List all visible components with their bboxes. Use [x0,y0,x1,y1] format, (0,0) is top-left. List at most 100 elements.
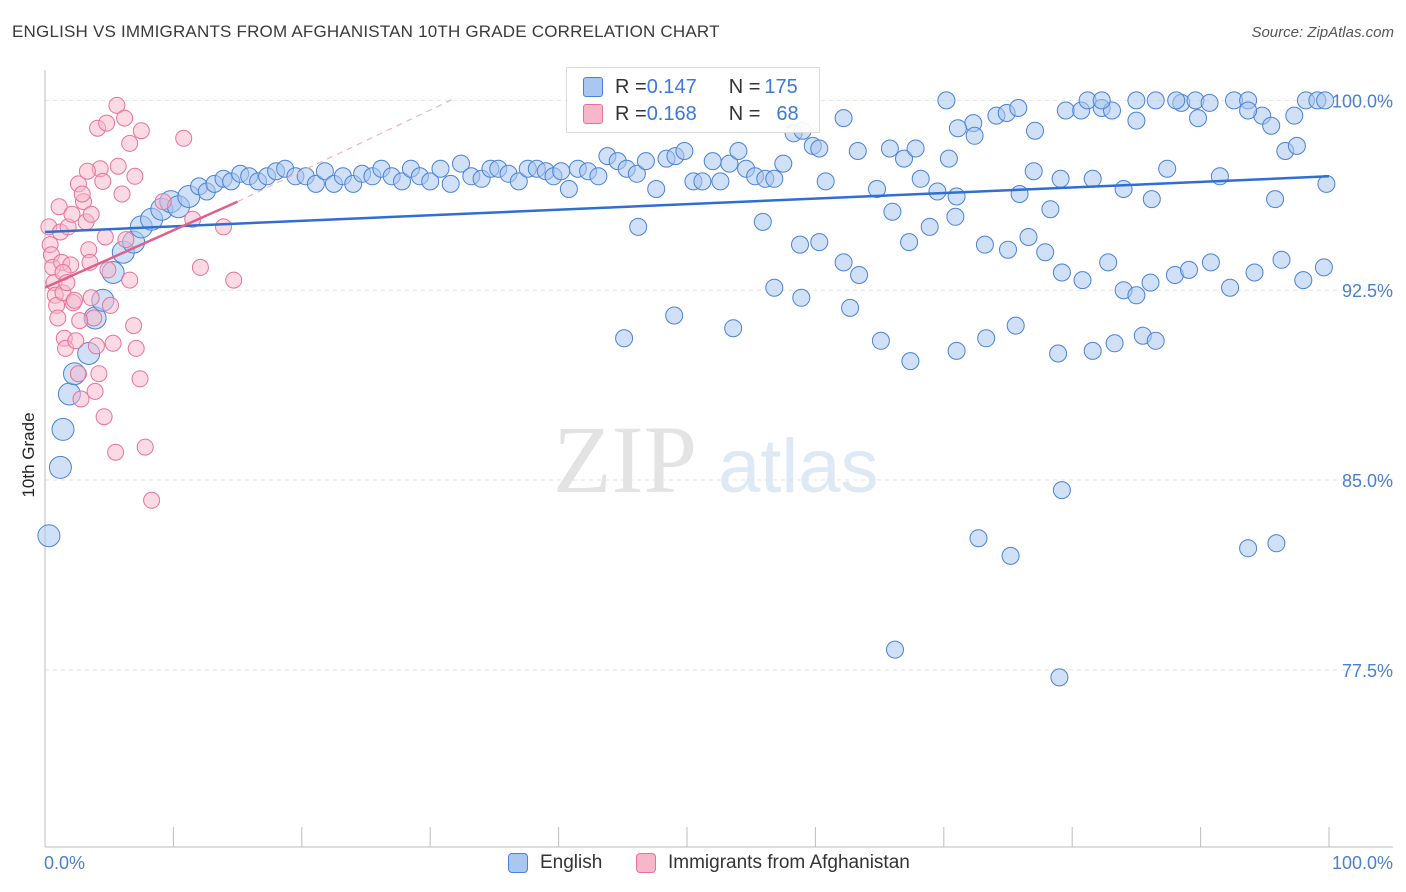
data-point-english [1285,106,1304,125]
data-point-afghan [126,167,144,185]
data-point-afghan [191,258,209,276]
data-point-afghan [82,205,100,223]
legend-label-english: English [540,852,603,873]
series-afghan [40,96,243,509]
data-point-english [1200,93,1219,112]
data-point-english [1019,228,1038,246]
watermark: ZIP atlas [553,406,879,513]
legend-n-label: N = [728,102,761,125]
data-point-english [1146,91,1165,110]
data-point-english [509,172,528,191]
data-point-english [1189,109,1207,128]
legend-label-afghan: Immigrants from Afghanistan [668,852,910,873]
legend-r-value: 0.168 [646,102,697,125]
data-point-english [720,154,739,173]
data-point-english [975,235,994,254]
data-point-english [871,331,890,350]
data-point-english [315,162,334,181]
data-point-english [1052,263,1071,282]
data-point-english [848,142,867,160]
data-point-english [883,202,902,221]
data-point-english [636,152,655,171]
watermark-zip: ZIP [553,406,697,513]
afghan-swatch [583,104,603,124]
data-point-afghan [87,337,105,355]
data-point-english [1083,169,1102,188]
y-tick-labels: 100.0% 92.5% 85.0% 77.5% [1332,91,1393,680]
data-point-english [1114,180,1133,198]
stats-legend: R = 0.147 N = 175 R = 0.168 N = 68 [566,67,820,133]
legend-row-english: R = 0.147 N = 175 [583,75,798,99]
data-point-afghan [90,365,108,383]
data-point-english [393,172,411,191]
data-point-english [1141,273,1160,292]
data-point-english [552,162,571,181]
data-point-english [452,154,470,173]
legend-n-value: 68 [776,102,799,125]
data-point-afghan [71,312,89,330]
data-point-english [1127,91,1146,110]
data-point-english [675,142,694,160]
data-point-english [615,329,634,348]
data-point-english [1294,271,1313,290]
data-point-english [1036,243,1055,262]
afghan-legend-swatch [636,853,656,873]
data-point-afghan [78,162,96,180]
data-point-english [868,180,886,198]
data-point-english [901,352,920,371]
data-point-afghan [125,317,143,335]
data-point-english [1052,481,1071,500]
data-point-english [765,169,784,188]
data-point-english [1083,341,1102,360]
data-point-english [1073,271,1092,290]
data-point-english [37,524,61,548]
data-point-afghan [113,185,131,203]
data-point-afghan [82,289,100,307]
data-point-english [1009,99,1028,117]
data-point-english [774,154,793,173]
data-point-english [900,233,919,252]
data-point-english [1201,253,1220,272]
data-point-english [1105,334,1124,353]
legend-n-value: 175 [764,75,798,98]
data-point-afghan [121,134,139,152]
data-point-english [834,253,853,272]
data-point-english [977,329,996,348]
data-point-english [1056,101,1075,120]
data-point-afghan [109,157,127,175]
trend-line-afghan [44,200,239,289]
data-point-afghan [50,198,68,216]
data-point-english [946,207,965,226]
y-tick-label: 77.5% [1342,661,1393,681]
data-point-afghan [96,228,114,246]
data-point-afghan [104,334,122,352]
data-point-afghan [49,309,67,327]
data-point-afghan [102,296,119,314]
legend-n-label: N = [728,75,761,98]
data-point-english [906,139,925,158]
data-point-english [880,139,899,158]
data-point-afghan [94,172,112,190]
data-point-english [1314,258,1333,277]
data-point-english [1142,190,1161,209]
axes [44,70,1393,848]
data-point-english [1316,91,1335,110]
data-point-english [1272,250,1291,269]
data-point-english [765,278,784,297]
data-point-afghan [86,382,104,400]
series-legend: English Immigrants from Afghanistan [0,852,1406,878]
data-point-english [810,139,829,158]
data-point-english [753,212,772,231]
data-point-english [647,180,666,198]
legend-r-label: R = [615,75,647,98]
data-point-english [937,91,956,110]
data-point-english [1266,190,1285,209]
data-point-english [441,174,460,193]
data-point-english [834,109,853,128]
data-point-english [589,167,608,186]
data-point-english [810,233,829,252]
data-point-english [1127,286,1146,305]
data-point-english [1267,534,1286,553]
data-point-english [431,159,450,178]
data-point-english [841,298,860,317]
